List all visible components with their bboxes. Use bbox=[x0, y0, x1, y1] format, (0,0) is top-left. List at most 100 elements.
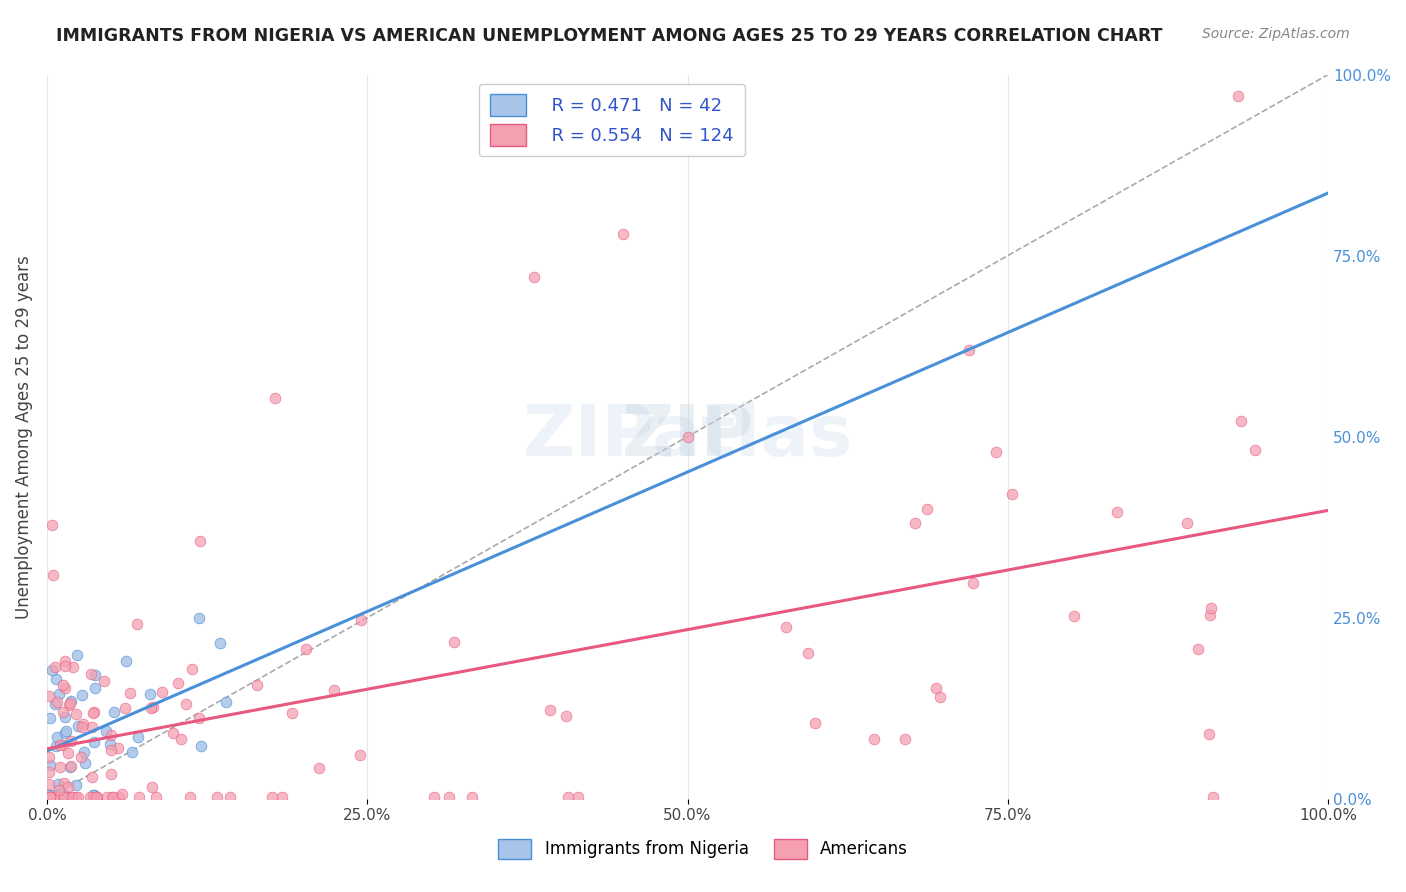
Point bbox=[567, 790, 589, 805]
Point bbox=[557, 790, 579, 805]
Point bbox=[83, 705, 105, 719]
Point bbox=[100, 728, 122, 742]
Point bbox=[1198, 727, 1220, 741]
Point bbox=[804, 716, 827, 731]
Point bbox=[188, 711, 211, 725]
Point bbox=[38, 790, 60, 805]
Point bbox=[73, 756, 96, 771]
Point bbox=[83, 681, 105, 696]
Point bbox=[84, 668, 107, 682]
Point bbox=[65, 790, 87, 805]
Point bbox=[308, 761, 330, 775]
Point bbox=[42, 788, 65, 802]
Point bbox=[986, 445, 1008, 459]
Point bbox=[53, 788, 76, 802]
Point bbox=[1198, 607, 1220, 622]
Point bbox=[39, 711, 62, 725]
Point bbox=[37, 788, 59, 802]
Point bbox=[38, 765, 60, 780]
Point bbox=[915, 502, 938, 516]
Point bbox=[322, 682, 344, 697]
Point bbox=[1107, 505, 1129, 519]
Point bbox=[139, 687, 162, 701]
Point bbox=[82, 788, 104, 802]
Point bbox=[103, 705, 125, 719]
Point bbox=[167, 676, 190, 690]
Point bbox=[52, 739, 75, 753]
Text: ZIPatlas: ZIPatlas bbox=[523, 402, 852, 471]
Point bbox=[121, 745, 143, 759]
Point bbox=[141, 700, 163, 714]
Point bbox=[80, 770, 103, 784]
Point bbox=[281, 706, 304, 720]
Point bbox=[45, 672, 67, 686]
Point bbox=[94, 724, 117, 739]
Point bbox=[46, 730, 69, 744]
Point bbox=[555, 709, 578, 723]
Point bbox=[60, 759, 83, 773]
Point bbox=[904, 516, 927, 530]
Point bbox=[42, 568, 65, 582]
Point bbox=[46, 788, 69, 802]
Point bbox=[190, 739, 212, 753]
Point bbox=[100, 743, 122, 757]
Point bbox=[925, 681, 948, 695]
Point bbox=[49, 738, 72, 752]
Point bbox=[162, 725, 184, 739]
Point bbox=[205, 790, 228, 805]
Point bbox=[93, 673, 115, 688]
Point bbox=[1175, 516, 1198, 530]
Point bbox=[1063, 609, 1085, 624]
Text: Source: ZipAtlas.com: Source: ZipAtlas.com bbox=[1202, 27, 1350, 41]
Point bbox=[41, 518, 63, 533]
Point bbox=[264, 391, 287, 405]
Point bbox=[114, 654, 136, 668]
Point bbox=[111, 787, 134, 801]
Point bbox=[38, 790, 60, 805]
Point bbox=[48, 687, 70, 701]
Point bbox=[141, 780, 163, 795]
Point bbox=[1227, 89, 1250, 103]
Point bbox=[53, 710, 76, 724]
Point bbox=[260, 790, 283, 805]
Point bbox=[48, 783, 70, 797]
Point bbox=[39, 757, 62, 772]
Point bbox=[775, 620, 797, 634]
Point bbox=[349, 747, 371, 762]
Point bbox=[1001, 486, 1024, 500]
Point bbox=[1199, 601, 1222, 615]
Point bbox=[86, 790, 108, 805]
Point bbox=[53, 790, 76, 805]
Point bbox=[59, 696, 82, 710]
Point bbox=[53, 681, 76, 696]
Point bbox=[58, 780, 80, 794]
Point bbox=[44, 790, 66, 805]
Point bbox=[523, 270, 546, 285]
Point bbox=[96, 790, 118, 805]
Point bbox=[797, 646, 820, 660]
Point bbox=[52, 678, 75, 692]
Point bbox=[894, 731, 917, 746]
Point bbox=[83, 788, 105, 802]
Point bbox=[45, 739, 67, 754]
Point bbox=[59, 760, 82, 774]
Point bbox=[73, 745, 96, 759]
Point bbox=[38, 750, 60, 764]
Point bbox=[100, 766, 122, 780]
Point bbox=[863, 731, 886, 746]
Point bbox=[612, 227, 634, 241]
Point bbox=[676, 430, 699, 444]
Point bbox=[70, 720, 93, 734]
Point bbox=[295, 641, 318, 656]
Point bbox=[52, 776, 75, 790]
Point bbox=[142, 699, 165, 714]
Point bbox=[219, 790, 242, 805]
Point bbox=[60, 790, 83, 805]
Point bbox=[174, 697, 197, 711]
Point bbox=[38, 776, 60, 790]
Point bbox=[152, 685, 174, 699]
Point bbox=[145, 790, 167, 805]
Point bbox=[67, 790, 90, 805]
Point bbox=[72, 717, 94, 731]
Point bbox=[1230, 414, 1253, 428]
